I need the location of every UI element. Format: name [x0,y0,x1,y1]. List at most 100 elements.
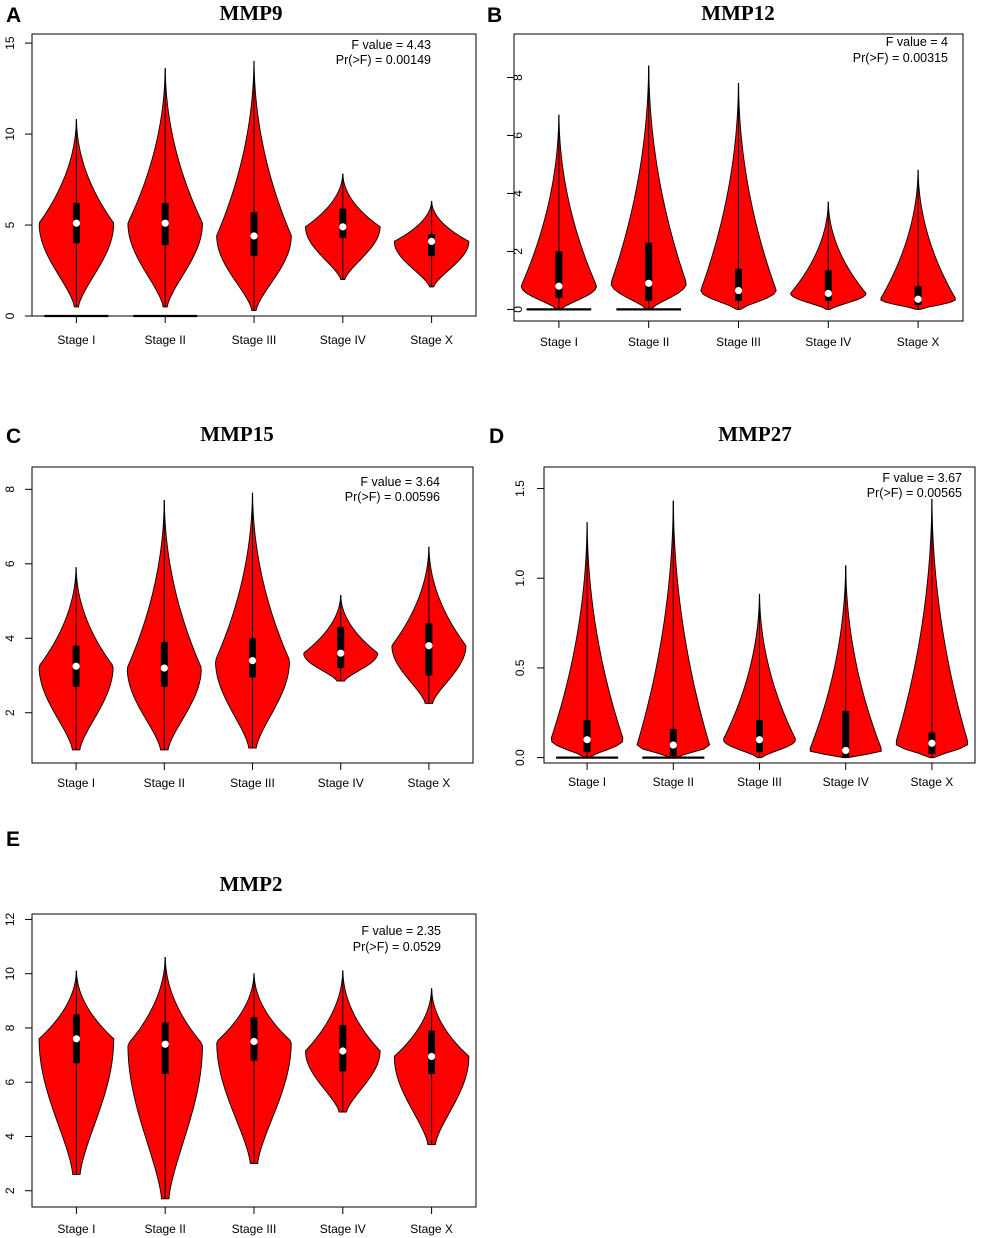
p-value-label: Pr(>F) = 0.00596 [345,490,440,504]
y-tick-label: 1.5 [513,480,527,497]
y-tick-label: 6 [511,132,525,139]
y-axis: 0 5 10 15 [3,36,33,319]
x-tick-label: Stage IV [823,775,869,789]
x-axis: Stage I Stage II Stage III Stage IV Stage X [57,1206,453,1236]
x-tick-label: Stage III [737,775,782,789]
chart-title: MMP15 [200,422,273,446]
y-tick-label: 8 [511,74,525,81]
y-tick-label: 0.5 [513,659,527,676]
y-tick-label: 12 [3,912,17,926]
violin-median [72,1035,80,1043]
f-value-label: F value = 4.43 [351,38,431,52]
violin-4 [303,595,379,682]
y-tick-label: 6 [3,560,17,567]
panel-letter: E [6,828,20,851]
x-tick-label: Stage I [540,335,578,349]
violin-iqr-box [428,1030,436,1075]
violin-median [734,286,743,295]
violin-iqr-box [824,270,832,301]
violin-median [339,223,347,231]
violin-iqr-box [339,208,347,238]
violin-3 [700,82,777,310]
violin-median [72,219,80,227]
x-tick-label: Stage III [232,1222,277,1236]
violin-median [425,642,433,650]
violin-median [428,237,436,246]
violin-median [161,219,169,227]
y-tick-label: 2 [511,248,525,255]
x-tick-label: Stage X [408,776,451,790]
panel-letter: A [6,4,21,27]
y-axis: 2 4 6 8 [3,486,33,716]
violin-iqr-box [428,234,436,256]
chart-title: MMP12 [701,1,774,25]
violin-2 [127,68,203,318]
y-tick-label: 6 [3,1079,17,1086]
x-tick-label: Stage IV [805,335,851,349]
y-tick-label: 2 [3,1187,17,1194]
x-tick-label: Stage X [911,775,954,789]
violin-median [337,649,345,657]
y-tick-label: 5 [3,221,17,228]
x-tick-label: Stage IV [318,776,364,790]
violin-median [250,232,258,240]
y-tick-label: 0.0 [513,749,527,766]
panel-letter: D [489,425,504,448]
x-tick-label: Stage II [653,775,694,789]
panel-letter: C [6,425,21,448]
x-tick-label: Stage IV [320,1222,366,1236]
p-value-label: Pr(>F) = 0.00565 [867,486,962,500]
violin-1 [38,119,115,318]
x-tick-label: Stage I [57,1222,95,1236]
violin-iqr-box [425,623,433,676]
violin-1 [38,567,114,751]
panel-letter: B [487,4,502,27]
y-tick-label: 15 [3,36,17,50]
f-value-label: F value = 3.67 [882,471,962,485]
violin-median [339,1047,347,1055]
violin-4 [790,201,867,310]
y-axis: 0.0 0.5 1.0 1.5 [513,480,545,766]
x-tick-label: Stage III [230,776,275,790]
y-tick-label: 1.0 [513,570,527,587]
violin-median [428,1052,436,1061]
x-axis: Stage I Stage II Stage III Stage IV Stage X [57,315,453,347]
x-tick-label: Stage II [145,1222,186,1236]
violin-4 [304,970,381,1113]
x-tick-label: Stage III [716,335,761,349]
violin-median [824,289,832,298]
violin-3 [723,593,796,759]
violin-median [248,657,257,665]
violin-4 [304,173,381,281]
violin-median [755,736,764,744]
p-value-label: Pr(>F) = 0.00149 [336,53,431,67]
violin-iqr-box [735,268,742,301]
violin-4 [809,565,882,759]
violin-iqr-box [914,286,922,306]
y-tick-label: 8 [3,486,17,493]
y-tick-label: 10 [3,127,17,141]
f-value-label: F value = 3.64 [360,475,440,489]
violin-median [928,739,936,747]
x-tick-label: Stage II [144,776,185,790]
violin-2 [636,500,711,759]
x-tick-label: Stage I [57,776,95,790]
x-tick-label: Stage X [897,335,940,349]
x-tick-label: Stage II [628,335,669,349]
violin-iqr-box [337,627,345,669]
y-tick-label: 2 [3,709,17,716]
violin-3 [216,973,292,1165]
chart-title: MMP9 [220,1,283,25]
violin-5 [393,200,470,288]
violin-median [842,746,850,755]
x-tick-label: Stage II [145,333,186,347]
y-axis: 0 2 4 6 8 [507,74,525,313]
violin-1 [520,114,598,311]
violin-5 [393,988,470,1146]
x-tick-label: Stage X [410,1222,453,1236]
